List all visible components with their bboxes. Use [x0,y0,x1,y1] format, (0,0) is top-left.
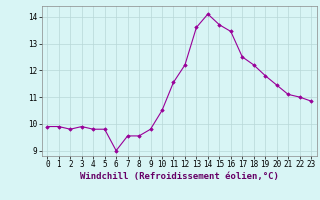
X-axis label: Windchill (Refroidissement éolien,°C): Windchill (Refroidissement éolien,°C) [80,172,279,181]
